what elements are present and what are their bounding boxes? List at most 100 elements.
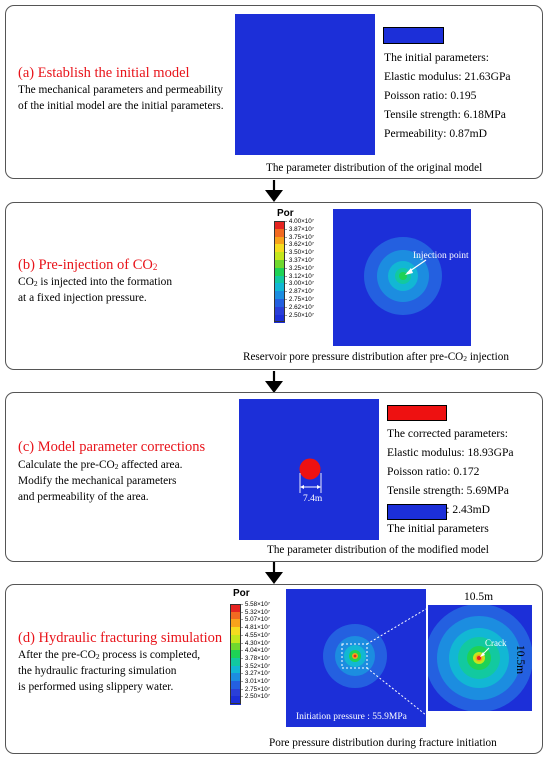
panel-b: (b) Pre-injection of CO2 CO2 is injected… [5, 202, 543, 370]
panel-b-caption-sub: 2 [463, 354, 468, 363]
colorbar-d-title: Por [233, 588, 250, 599]
initial-params: The initial parameters: Elastic modulus:… [384, 48, 511, 143]
panel-c-desc-1-sub: 2 [114, 462, 119, 471]
corrected-params-heading: The corrected parameters: [387, 427, 509, 440]
panel-c-caption: The parameter distribution of the modifi… [267, 544, 489, 556]
colorbar-swatch [274, 306, 285, 316]
colorbar-swatch [274, 252, 285, 261]
pressure-map-d: Initiation pressure : 55.9MPa [286, 589, 426, 727]
colorbar-swatch [274, 314, 285, 323]
initial-permeability: Permeability: 0.87mD [384, 127, 488, 140]
panel-a: (a) Establish the initial model The mech… [5, 5, 543, 179]
colorbar-tick-label: - 3.37×10⁷ [285, 257, 315, 264]
colorbar-tick-label: - 3.50×10⁷ [285, 249, 315, 257]
zoom-width-label: 10.5m [464, 591, 494, 603]
initial-params-legend: The initial parameters [387, 522, 489, 535]
panel-b-title-sub: 2 [152, 262, 158, 272]
initial-tensile-strength: Tensile strength: 6.18MPa [384, 108, 506, 121]
zoom-height-label: 10.5m [514, 645, 526, 675]
colorbar-swatch [230, 681, 241, 690]
colorbar-swatch [274, 275, 285, 284]
colorbar-tick-label: - 5.58×10⁷ [241, 601, 271, 608]
colorbar-swatch [274, 260, 285, 269]
modified-model-map: 7.4m [239, 399, 379, 540]
colorbar-swatch [230, 673, 241, 682]
panel-a-desc-2: of the initial model are the initial par… [18, 100, 224, 112]
affected-area-dimension: 7.4m [303, 494, 323, 504]
colorbar-tick-label: - 4.55×10⁷ [241, 631, 271, 639]
panel-d-desc-1: After the pre-CO2 process is completed, [18, 648, 200, 665]
panel-b-desc-1-sub: 2 [33, 279, 38, 288]
colorbar-swatch [230, 611, 241, 620]
colorbar-tick-label: - 3.12×10⁷ [285, 272, 315, 280]
colorbar-frame [274, 221, 285, 323]
panel-c-desc-1-main: Calculate the pre-CO [18, 459, 115, 471]
initial-legend-swatch-c [387, 504, 447, 520]
colorbar-swatch [274, 267, 285, 277]
panel-b-desc-1: CO2 is injected into the formation [18, 275, 172, 292]
colorbar-tick-label: - 2.50×10⁷ [285, 311, 315, 319]
colorbar-tick-label: - 3.62×10⁷ [285, 241, 315, 249]
corrected-tensile-strength: Tensile strength: 5.69MPa [387, 484, 509, 497]
colorbar-tick-label: - 2.75×10⁷ [241, 685, 271, 693]
arrow-down-icon [265, 180, 283, 202]
corrected-elastic-modulus: Elastic modulus: 18.93GPa [387, 446, 514, 459]
colorbar-swatch [274, 228, 285, 238]
initial-elastic-modulus: Elastic modulus: 21.63GPa [384, 70, 511, 83]
crack-label: Crack [485, 638, 507, 648]
panel-b-title: (b) Pre-injection of CO2 [18, 257, 157, 274]
colorbar-tick-label: - 3.78×10⁷ [241, 654, 271, 662]
colorbar-tick-label: - 5.07×10⁷ [241, 616, 271, 624]
panel-c-desc-3: and permeability of the area. [18, 491, 149, 503]
initial-legend-swatch [383, 27, 444, 44]
initial-params-heading: The initial parameters: [384, 51, 489, 64]
panel-c-desc-1: Calculate the pre-CO2 affected area. [18, 458, 183, 475]
panel-d-desc-2: the hydraulic fracturing simulation [18, 665, 177, 677]
colorbar-tick-label: - 3.25×10⁷ [285, 264, 315, 272]
panel-b-desc-1-rest: is injected into the formation [37, 276, 173, 288]
colorbar-swatch [230, 604, 241, 613]
colorbar-tick-label: - 2.62×10⁷ [285, 303, 315, 311]
panel-b-desc-1-main: CO [18, 276, 34, 288]
panel-d-desc-1-main: After the pre-CO [18, 649, 96, 661]
colorbar-swatch [274, 291, 285, 300]
colorbar-tick-label: - 5.32×10⁷ [241, 608, 271, 616]
colorbar-b-title: Por [277, 208, 294, 219]
colorbar-tick-label: - 4.81×10⁷ [241, 624, 271, 632]
colorbar-swatch [230, 642, 241, 651]
colorbar-tick-label: - 3.52×10⁷ [241, 662, 271, 670]
colorbar-tick-label: - 4.04×10⁷ [241, 647, 271, 655]
colorbar-swatch [230, 665, 241, 674]
panel-d-desc-1-rest: process is completed, [99, 649, 201, 661]
panel-d-caption: Pore pressure distribution during fractu… [269, 737, 497, 749]
panel-c-desc-2: Modify the mechanical parameters [18, 475, 177, 487]
colorbar-tick-label: - 3.27×10⁷ [241, 670, 271, 678]
colorbar-swatch [274, 236, 285, 245]
panel-c-title: (c) Model parameter corrections [18, 439, 206, 455]
panel-c-desc-1-rest: affected area. [118, 459, 183, 471]
colorbar-swatch [230, 688, 241, 697]
panel-d-title: (d) Hydraulic fracturing simulation [18, 630, 223, 646]
initiation-pressure-label: Initiation pressure : 55.9MPa [296, 712, 408, 722]
pressure-map-b: Injection point [333, 209, 471, 346]
colorbar-tick-label: - 3.00×10⁷ [285, 280, 315, 288]
injection-point-label: Injection point [413, 251, 469, 261]
panel-d-desc-1-sub: 2 [95, 652, 100, 661]
colorbar-tick-label: - 2.50×10⁷ [241, 693, 271, 701]
colorbar-swatch [274, 283, 285, 292]
colorbar-tick-label: - 4.00×10⁷ [285, 218, 315, 225]
panel-b-title-main: (b) Pre-injection of CO [18, 257, 153, 273]
colorbar-tick-label: - 3.75×10⁷ [285, 233, 315, 241]
colorbar-tick-label: - 2.87×10⁷ [285, 288, 315, 296]
colorbar-tick-label: - 2.75×10⁷ [285, 296, 315, 303]
panel-a-caption: The parameter distribution of the origin… [266, 162, 483, 174]
colorbar-swatch [230, 657, 241, 667]
initial-model-map [235, 14, 375, 155]
corrected-poisson-ratio: Poisson ratio: 0.172 [387, 465, 480, 478]
panel-b-desc-2: at a fixed injection pressure. [18, 292, 147, 304]
colorbar-swatch [230, 650, 241, 659]
colorbar-swatch [274, 299, 285, 308]
panel-d-desc-3: is performed using slippery water. [18, 681, 174, 693]
corrected-legend-swatch [387, 405, 447, 421]
initial-poisson-ratio: Poisson ratio: 0.195 [384, 89, 477, 102]
